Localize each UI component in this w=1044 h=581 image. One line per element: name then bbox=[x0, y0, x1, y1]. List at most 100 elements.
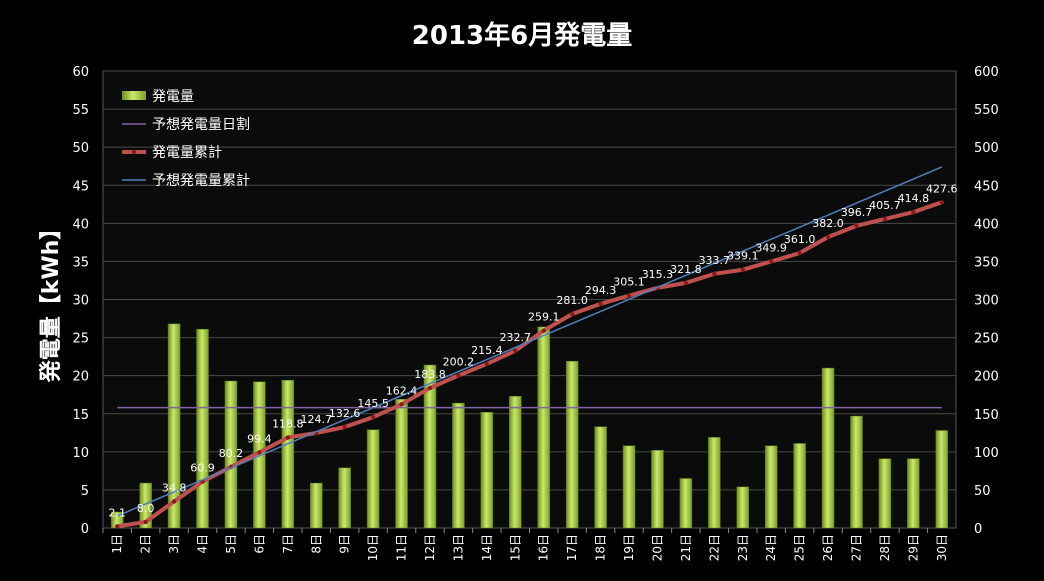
x-tick-label: 30日 bbox=[935, 534, 949, 561]
bar bbox=[338, 467, 351, 529]
x-tick-label: 7日 bbox=[281, 534, 295, 554]
x-tick-label: 9日 bbox=[338, 534, 352, 554]
bar bbox=[935, 430, 949, 529]
y-tick-label: 0 bbox=[81, 522, 89, 537]
bar bbox=[167, 323, 181, 529]
x-tick-label: 19日 bbox=[622, 534, 636, 561]
bar bbox=[537, 326, 550, 529]
bar bbox=[310, 482, 323, 529]
x-tick-label: 14日 bbox=[480, 534, 494, 561]
x-tick-label: 5日 bbox=[224, 534, 238, 554]
y2-tick-label: 350 bbox=[974, 255, 999, 270]
bar bbox=[736, 486, 749, 529]
legend-label: 予想発電量累計 bbox=[152, 173, 250, 189]
y2-tick-label: 400 bbox=[974, 217, 999, 232]
legend-swatch-bar bbox=[122, 91, 146, 100]
cumulative-point bbox=[740, 267, 745, 272]
cumulative-data-label: 60.9 bbox=[190, 462, 215, 475]
y2-tick-label: 100 bbox=[974, 446, 999, 461]
cumulative-point bbox=[882, 216, 888, 222]
y2-tick-label: 450 bbox=[974, 179, 999, 194]
cumulative-point bbox=[285, 435, 291, 440]
bar bbox=[764, 445, 778, 529]
cumulative-data-label: 215.4 bbox=[471, 344, 503, 357]
cumulative-point bbox=[456, 373, 461, 378]
bar bbox=[139, 482, 152, 529]
cumulative-point bbox=[911, 209, 916, 215]
cumulative-data-label: 8.0 bbox=[137, 502, 155, 515]
cumulative-point bbox=[768, 259, 774, 264]
y-tick-label: 15 bbox=[72, 408, 89, 423]
bar bbox=[281, 379, 295, 529]
grid bbox=[103, 70, 956, 491]
cumulative-point bbox=[115, 524, 120, 529]
y2-tick-label: 150 bbox=[974, 408, 999, 423]
x-tick-label: 27日 bbox=[849, 534, 863, 561]
cumulative-point bbox=[854, 223, 859, 229]
cumulative-point bbox=[598, 301, 603, 307]
x-tick-label: 15日 bbox=[508, 534, 522, 561]
chart-title: 2013年6月発電量 bbox=[412, 20, 632, 51]
cumulative-data-label: 405.7 bbox=[869, 199, 901, 212]
bar bbox=[196, 328, 209, 529]
cumulative-data-label: 414.8 bbox=[898, 192, 930, 205]
y2-tick-label: 0 bbox=[974, 522, 982, 537]
y-tick-label: 60 bbox=[72, 65, 89, 80]
y-tick-label: 40 bbox=[72, 217, 89, 232]
x-tick-label: 12日 bbox=[423, 534, 437, 561]
y2-tick-label: 600 bbox=[974, 65, 999, 80]
x-tick-label: 28日 bbox=[878, 534, 892, 561]
bar bbox=[224, 380, 238, 529]
cumulative-data-label: 349.9 bbox=[755, 241, 787, 254]
cumulative-data-label: 259.1 bbox=[528, 311, 560, 324]
cumulative-point bbox=[541, 328, 546, 333]
y-tick-label: 30 bbox=[72, 294, 89, 309]
bar bbox=[509, 395, 522, 529]
legend-marker bbox=[131, 149, 137, 155]
bar bbox=[708, 437, 721, 529]
cumulative-data-label: 281.0 bbox=[556, 294, 588, 307]
y2-tick-label: 300 bbox=[974, 294, 999, 309]
cumulative-data-label: 200.2 bbox=[443, 356, 475, 369]
x-tick-label: 20日 bbox=[650, 534, 664, 561]
cumulative-data-label: 427.6 bbox=[926, 182, 958, 195]
bar bbox=[423, 364, 437, 529]
cumulative-point bbox=[342, 424, 347, 430]
bar bbox=[651, 450, 664, 529]
y-tick-label: 25 bbox=[72, 332, 89, 347]
bar bbox=[793, 443, 806, 529]
cumulative-data-label: 132.6 bbox=[329, 407, 361, 420]
cumulative-data-label: 232.7 bbox=[500, 331, 532, 344]
x-tick-label: 11日 bbox=[395, 534, 409, 561]
x-tick-label: 10日 bbox=[366, 534, 380, 561]
x-tick-label: 25日 bbox=[793, 534, 807, 561]
x-tick-label: 6日 bbox=[252, 534, 266, 554]
cumulative-data-label: 315.3 bbox=[642, 268, 674, 281]
bar bbox=[622, 445, 636, 529]
legend-label: 発電量 bbox=[152, 89, 194, 105]
y-tick-label: 10 bbox=[72, 446, 89, 461]
cumulative-point bbox=[427, 385, 433, 391]
line-series bbox=[115, 166, 944, 529]
bar bbox=[821, 367, 835, 529]
cumulative-point bbox=[484, 361, 490, 367]
bar bbox=[594, 426, 607, 529]
cumulative-point bbox=[939, 200, 944, 205]
x-tick-label: 1日 bbox=[110, 534, 124, 554]
cumulative-point bbox=[143, 519, 148, 525]
cumulative-data-label: 339.1 bbox=[727, 250, 759, 263]
cumulative-data-label: 118.8 bbox=[272, 418, 304, 431]
cumulative-point bbox=[683, 280, 689, 286]
cumulative-point bbox=[370, 414, 376, 420]
y2-tick-label: 550 bbox=[974, 103, 999, 118]
y2-tick-label: 250 bbox=[974, 332, 999, 347]
y-tick-label: 45 bbox=[72, 179, 89, 194]
cumulative-point bbox=[626, 293, 632, 298]
x-tick-label: 24日 bbox=[764, 534, 778, 561]
bar bbox=[878, 458, 892, 529]
y-axis-left: 0 5 10 15 20 25 30 35 40 45 50 55 60 bbox=[72, 65, 89, 537]
y-tick-label: 50 bbox=[72, 141, 89, 156]
bar bbox=[907, 458, 920, 529]
cumulative-data-label: 321.8 bbox=[670, 263, 702, 276]
